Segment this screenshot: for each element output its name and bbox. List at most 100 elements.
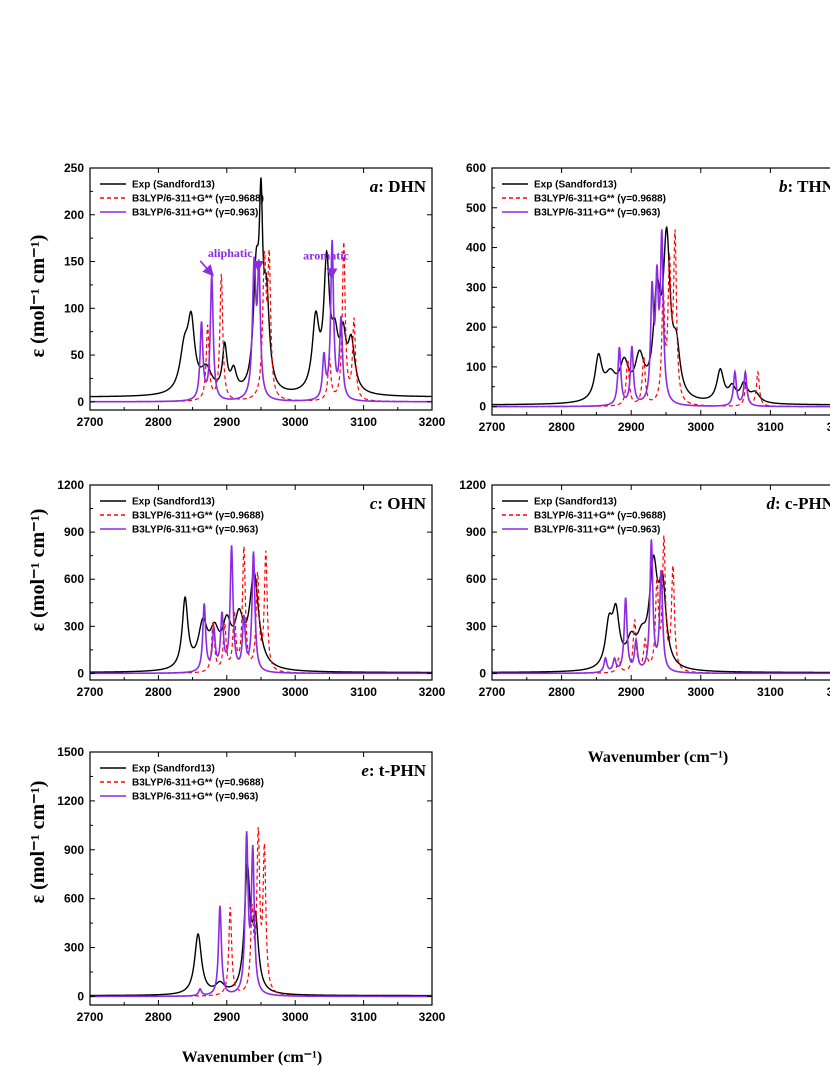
y-tick-label: 1200 xyxy=(57,478,84,492)
y-tick-label: 300 xyxy=(466,619,486,633)
y-tick-label: 500 xyxy=(466,201,486,215)
legend-label: B3LYP/6-311+G** (γ=0.9688) xyxy=(132,194,264,205)
panel-title-letter: b xyxy=(779,177,788,196)
x-tick-label: 2900 xyxy=(213,1010,240,1024)
x-tick-label: 3200 xyxy=(827,685,830,699)
series-line-1 xyxy=(492,554,830,674)
panel-title-name: : DHN xyxy=(378,177,426,196)
y-tick-label: 0 xyxy=(77,666,84,680)
x-tick-label: 2700 xyxy=(77,685,104,699)
panel-title: c: OHN xyxy=(370,494,427,513)
legend-label: B3LYP/6-311+G** (γ=0.963) xyxy=(132,525,258,536)
y-tick-label: 0 xyxy=(479,666,486,680)
x-tick-label: 2900 xyxy=(213,415,240,429)
panel-title-letter: e xyxy=(361,761,369,780)
x-tick-label: 3100 xyxy=(350,1010,377,1024)
y-tick-label: 0 xyxy=(77,395,84,409)
x-tick-label: 2800 xyxy=(145,685,172,699)
panel-title-name: : t-PHN xyxy=(369,761,427,780)
x-tick-label: 3100 xyxy=(350,685,377,699)
x-tick-label: 3200 xyxy=(419,415,446,429)
y-tick-label: 100 xyxy=(466,360,486,374)
series-line-3 xyxy=(492,229,830,408)
x-tick-label: 2700 xyxy=(77,415,104,429)
series-line-3 xyxy=(492,539,830,675)
y-tick-label: 250 xyxy=(64,161,84,175)
x-tick-label: 3000 xyxy=(687,685,714,699)
x-tick-label: 2700 xyxy=(77,1010,104,1024)
x-tick-label: 3200 xyxy=(419,685,446,699)
chart-panel-4: 2700 2800 2900 3000 3100 3200 0 300 600 900 1200 d:… xyxy=(459,478,830,699)
panel-title: a: DHN xyxy=(370,177,427,196)
x-tick-label: 2900 xyxy=(618,685,645,699)
y-tick-label: 600 xyxy=(466,161,486,175)
panels-group: 2700 2800 2900 3000 3100 3200050100150200250a… xyxy=(57,161,830,1024)
y-tick-label: 900 xyxy=(466,525,486,539)
y-axis-title-a: ε (mol⁻¹ cm⁻¹) xyxy=(27,235,49,358)
panel-title-letter: c xyxy=(370,494,378,513)
annotation-label: aliphatic xyxy=(208,246,253,260)
y-tick-label: 900 xyxy=(64,843,84,857)
annotation-label: aromatic xyxy=(303,249,349,263)
panel-title-name: : OHN xyxy=(377,494,426,513)
series-line-2 xyxy=(90,546,432,674)
legend-label: B3LYP/6-311+G** (γ=0.9688) xyxy=(534,194,666,205)
panel-title: d: c-PHN xyxy=(766,494,830,513)
legend-label: Exp (Sandford13) xyxy=(534,180,617,191)
panel-title: e: t-PHN xyxy=(361,761,426,780)
panel-title-name: : THN xyxy=(788,177,830,196)
x-tick-label: 2700 xyxy=(479,685,506,699)
y-tick-label: 600 xyxy=(64,572,84,586)
x-tick-label: 2800 xyxy=(145,1010,172,1024)
chart-panel-3: 2700 2800 2900 3000 3100 3200 0 300 600 900 1200 c:… xyxy=(57,478,445,699)
legend-label: B3LYP/6-311+G** (γ=0.963) xyxy=(132,792,258,803)
x-tick-label: 3100 xyxy=(757,685,784,699)
y-tick-label: 900 xyxy=(64,525,84,539)
x-tick-label: 2800 xyxy=(548,685,575,699)
x-tick-label: 2800 xyxy=(145,415,172,429)
legend-label: Exp (Sandford13) xyxy=(534,497,617,508)
y-axis-title-e: ε (mol⁻¹ cm⁻¹) xyxy=(27,781,49,904)
y-tick-label: 100 xyxy=(64,301,84,315)
x-tick-label: 2700 xyxy=(479,420,506,434)
legend-label: B3LYP/6-311+G** (γ=0.963) xyxy=(132,208,258,219)
y-tick-label: 50 xyxy=(71,348,85,362)
y-tick-label: 150 xyxy=(64,255,84,269)
panel-title: b: THN xyxy=(779,177,830,196)
legend-label: B3LYP/6-311+G** (γ=0.9688) xyxy=(534,511,666,522)
y-tick-label: 600 xyxy=(466,572,486,586)
y-tick-label: 400 xyxy=(466,241,486,255)
y-tick-label: 1200 xyxy=(459,478,486,492)
panel-title-name: : c-PHN xyxy=(775,494,830,513)
series-line-3 xyxy=(90,239,432,403)
x-tick-label: 3200 xyxy=(419,1010,446,1024)
series-line-1 xyxy=(90,571,432,674)
y-tick-label: 300 xyxy=(64,619,84,633)
annotation-arrow xyxy=(199,260,214,277)
x-axis-title-bottom: Wavenumber (cm⁻¹) xyxy=(182,1049,322,1066)
panel-title-letter: a xyxy=(370,177,379,196)
chart-panel-5: 2700 2800 2900 3000 3100 3200 0 300 600 900 1200 15… xyxy=(57,745,445,1024)
y-tick-label: 600 xyxy=(64,892,84,906)
x-tick-label: 3000 xyxy=(282,1010,309,1024)
chart-panel-2: 2700 2800 2900 3000 3100 3200 0 100 200 300 400 500… xyxy=(466,161,830,434)
series-line-1 xyxy=(90,862,432,997)
plot-frame xyxy=(491,167,830,416)
annotation-arrow xyxy=(326,263,338,280)
y-axis-title-c: ε (mol⁻¹ cm⁻¹) xyxy=(27,509,49,632)
x-tick-label: 3000 xyxy=(687,420,714,434)
series-line-2 xyxy=(492,535,830,674)
y-tick-label: 200 xyxy=(64,208,84,222)
legend-label: Exp (Sandford13) xyxy=(132,497,215,508)
x-tick-label: 3100 xyxy=(757,420,784,434)
legend-label: B3LYP/6-311+G** (γ=0.963) xyxy=(534,525,660,536)
legend-label: Exp (Sandford13) xyxy=(132,180,215,191)
x-tick-label: 2900 xyxy=(618,420,645,434)
chart-panel-1: 2700 2800 2900 3000 3100 3200 0 50 100 150 200 250 a… xyxy=(64,161,446,429)
legend-label: Exp (Sandford13) xyxy=(132,764,215,775)
y-tick-label: 300 xyxy=(466,280,486,294)
series-line-3 xyxy=(90,545,432,675)
legend-label: B3LYP/6-311+G** (γ=0.9688) xyxy=(132,778,264,789)
y-tick-label: 1200 xyxy=(57,794,84,808)
